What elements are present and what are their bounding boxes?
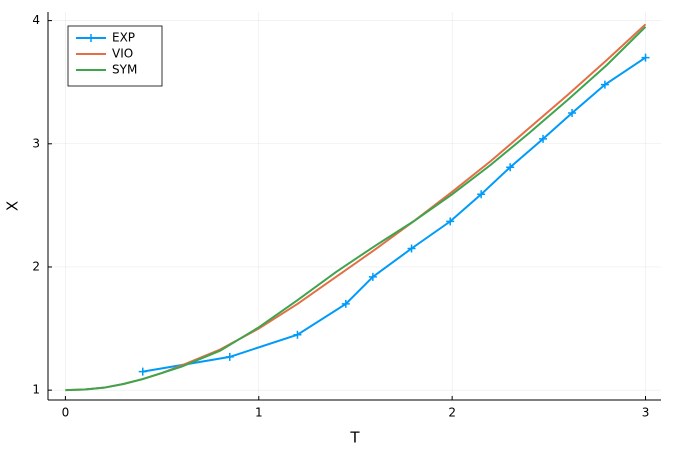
y-tick-label: 1	[32, 383, 40, 397]
x-tick-label: 3	[642, 406, 650, 420]
point-marker	[506, 163, 515, 172]
legend-label: SYM	[112, 63, 137, 77]
legend-marker	[87, 34, 95, 42]
point-marker	[446, 217, 455, 226]
legend-box	[67, 25, 163, 87]
y-tick-label: 3	[32, 136, 40, 150]
series-line	[65, 26, 647, 392]
y-tick-label: 4	[32, 13, 40, 27]
x-tick-label: 0	[62, 406, 70, 420]
legend-label: EXP	[112, 31, 135, 45]
y-tick-label: 2	[32, 259, 40, 273]
point-marker	[138, 367, 147, 376]
point-marker	[568, 109, 577, 118]
point-marker	[341, 299, 350, 308]
y-axis-label: X	[4, 201, 22, 211]
point-marker	[368, 272, 377, 281]
point-marker	[293, 330, 302, 339]
point-marker	[600, 80, 609, 89]
point-marker	[539, 134, 548, 143]
x-tick-label: 2	[448, 406, 456, 420]
point-marker	[641, 53, 650, 62]
point-marker	[477, 190, 486, 199]
point-marker	[225, 352, 234, 361]
series-line	[142, 56, 647, 373]
x-tick-label: 1	[255, 406, 263, 420]
x-axis-label: T	[349, 429, 360, 447]
legend-label: VIO	[112, 47, 133, 61]
point-marker	[407, 244, 416, 253]
